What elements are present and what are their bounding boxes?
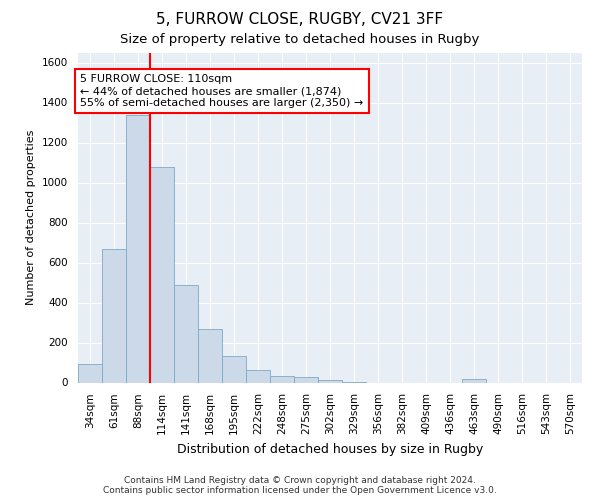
Bar — [102, 248, 126, 382]
Text: Size of property relative to detached houses in Rugby: Size of property relative to detached ho… — [121, 32, 479, 46]
Bar — [222, 356, 246, 382]
Bar — [270, 376, 294, 382]
Y-axis label: Number of detached properties: Number of detached properties — [26, 130, 37, 305]
Bar — [198, 328, 222, 382]
Text: 5 FURROW CLOSE: 110sqm
← 44% of detached houses are smaller (1,874)
55% of semi-: 5 FURROW CLOSE: 110sqm ← 44% of detached… — [80, 74, 364, 108]
Bar — [174, 284, 198, 382]
Text: Contains HM Land Registry data © Crown copyright and database right 2024.
Contai: Contains HM Land Registry data © Crown c… — [103, 476, 497, 495]
Bar — [126, 114, 150, 382]
Bar — [246, 370, 270, 382]
X-axis label: Distribution of detached houses by size in Rugby: Distribution of detached houses by size … — [177, 442, 483, 456]
Text: 5, FURROW CLOSE, RUGBY, CV21 3FF: 5, FURROW CLOSE, RUGBY, CV21 3FF — [157, 12, 443, 28]
Bar — [294, 376, 318, 382]
Bar — [150, 166, 174, 382]
Bar — [318, 380, 342, 382]
Bar — [462, 378, 486, 382]
Bar — [78, 364, 102, 382]
